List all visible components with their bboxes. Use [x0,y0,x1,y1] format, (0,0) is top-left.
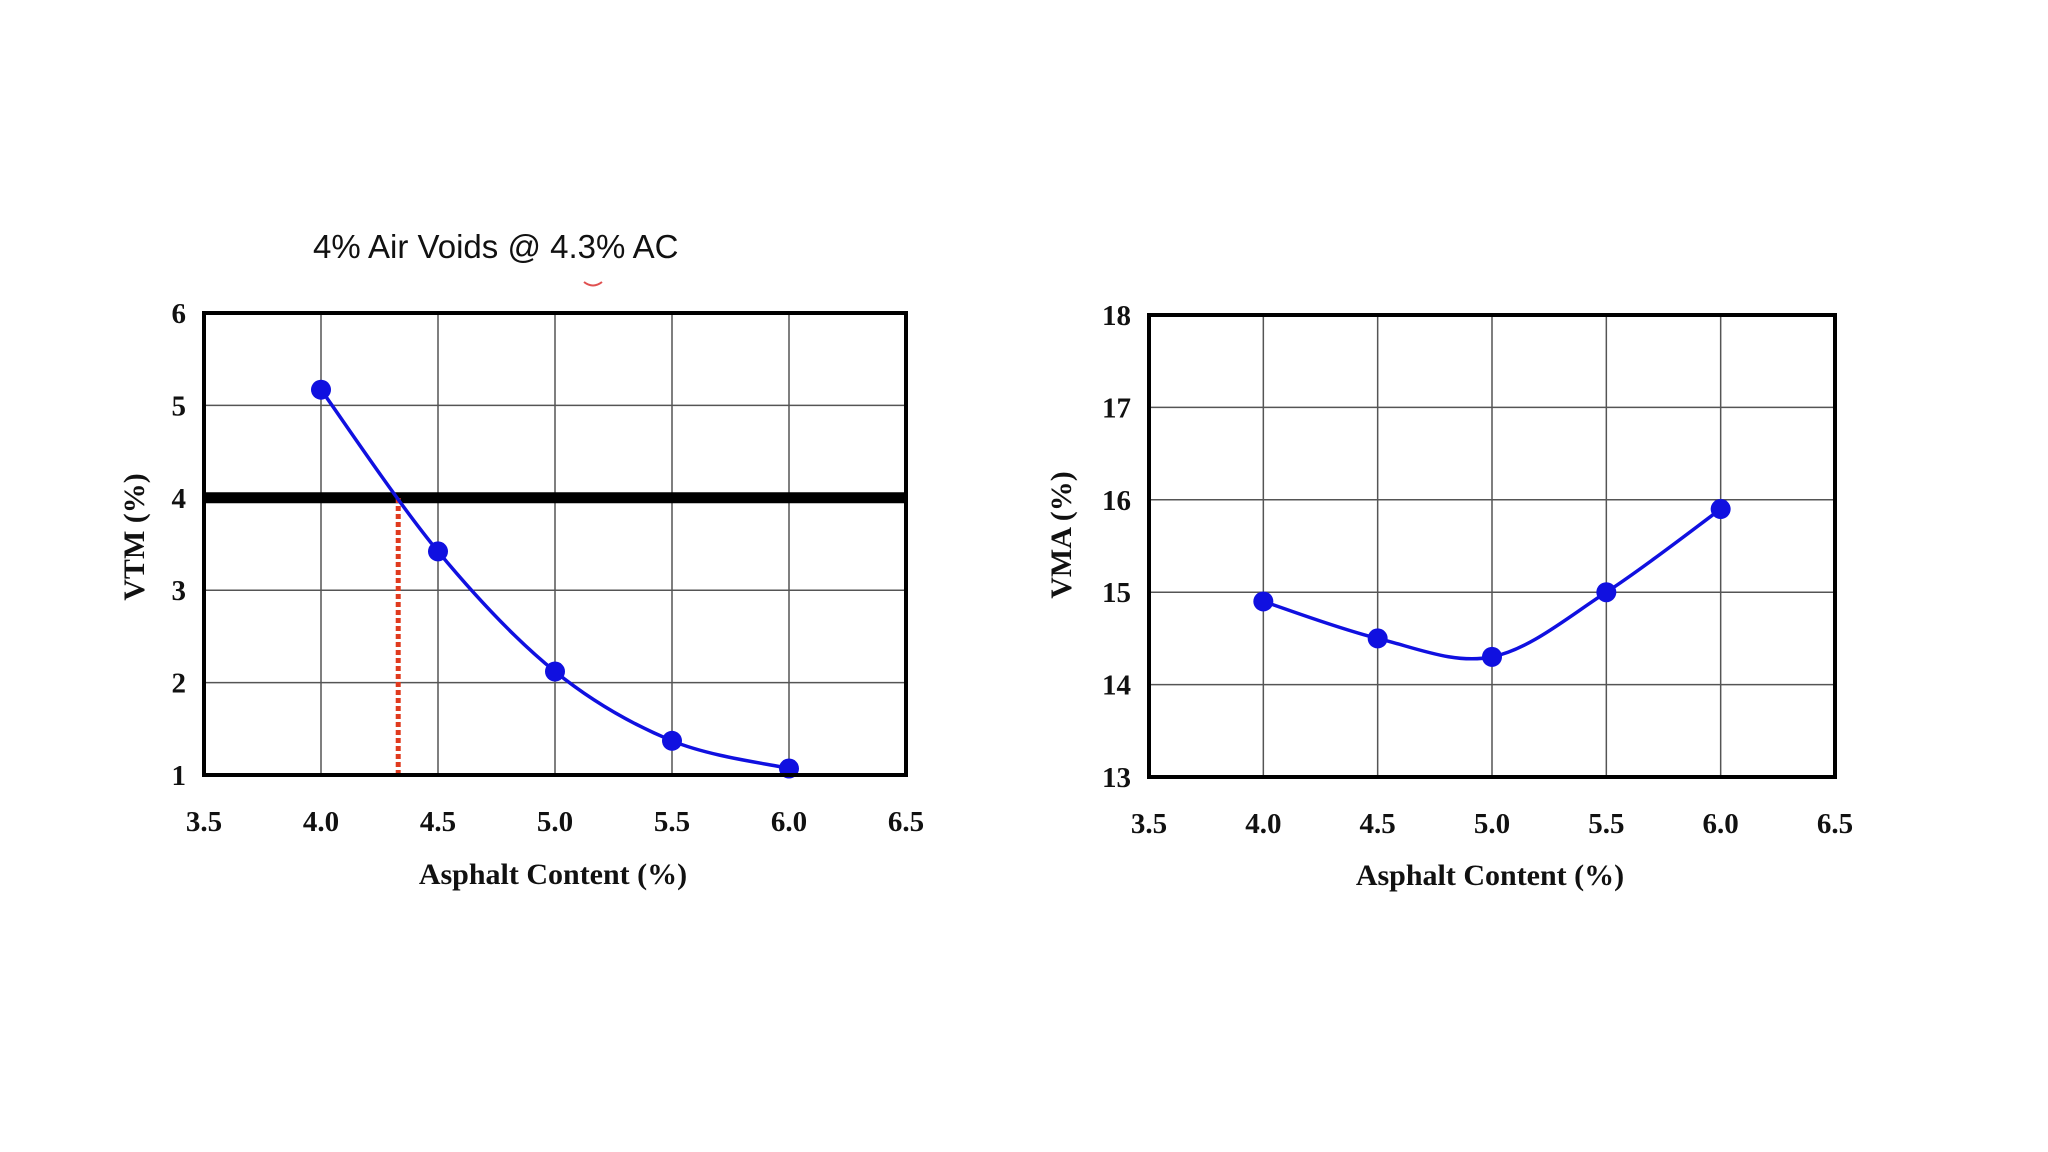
vma-frame [1147,313,1837,779]
vtm-data-point-2 [545,661,565,682]
vtm-chart: 3.5 4.0 4.5 5.0 5.5 6.0 6.5 1 2 3 4 5 6 Asphalt Cont… [118,298,924,891]
vtm-y-tick-label: 1 [172,760,187,792]
vma-y-tick-label: 17 [1102,392,1131,424]
vma-x-tick-label: 4.5 [1360,808,1396,840]
vtm-frame [202,311,908,777]
vma-x-tick-label: 5.0 [1474,808,1510,840]
vtm-plot-frame [202,311,908,777]
vtm-y-axis-label: VTM (%) [118,473,151,600]
vma-data-point-4 [1710,499,1731,520]
vma-x-tick-label: 6.5 [1817,808,1853,840]
vtm-data-point-1 [428,541,448,562]
vma-x-tick-label: 5.5 [1588,808,1624,840]
vtm-y-tick-label: 5 [172,390,187,422]
vtm-x-tick-label: 6.5 [888,806,924,838]
vtm-tick-labels: 3.5 4.0 4.5 5.0 5.5 6.0 6.5 1 2 3 4 5 6 [172,298,925,838]
vma-data-point-3 [1596,582,1617,603]
vma-data-point-1 [1367,628,1388,649]
vma-y-tick-label: 14 [1102,670,1131,702]
annotation-underline-mark [583,281,603,287]
vma-x-axis-label: Asphalt Content (%) [1356,859,1624,892]
vtm-reference-lines [204,492,906,775]
vtm-data-point-3 [662,730,682,751]
vma-chart: 3.5 4.0 4.5 5.0 5.5 6.0 6.5 13 14 15 16 17 18 Asphal… [1045,300,1853,892]
annotation-text: 4% Air Voids @ 4.3% AC [313,228,679,265]
vma-y-axis-label: VMA (%) [1045,471,1078,598]
vma-data-point-2 [1482,646,1502,667]
vtm-y-tick-label: 6 [172,298,187,330]
vma-plot-frame [1147,313,1837,779]
vtm-x-tick-label: 4.5 [420,806,456,838]
vtm-x-tick-label: 5.5 [654,806,690,838]
vma-tick-labels: 3.5 4.0 4.5 5.0 5.5 6.0 6.5 13 14 15 16 17 18 [1102,300,1853,840]
vtm-x-tick-label: 4.0 [303,806,339,838]
vma-x-tick-label: 4.0 [1245,808,1281,840]
vtm-data-point-0 [311,379,331,400]
vma-y-tick-label: 13 [1102,762,1131,794]
vma-y-tick-label: 18 [1102,300,1131,332]
vtm-x-tick-label: 6.0 [771,806,807,838]
vtm-y-tick-label: 3 [172,575,187,607]
vma-y-tick-label: 16 [1102,485,1131,517]
vtm-y-tick-label: 2 [172,668,187,700]
vtm-x-tick-label: 3.5 [186,806,222,838]
vma-x-tick-label: 3.5 [1131,808,1167,840]
vma-y-tick-label: 15 [1102,577,1131,609]
vtm-y-tick-label: 4 [172,483,187,515]
vma-x-tick-label: 6.0 [1703,808,1739,840]
vma-data-point-0 [1253,591,1274,612]
vtm-x-axis-label: Asphalt Content (%) [419,858,687,891]
vtm-series-line-0 [319,388,790,771]
vtm-x-tick-label: 5.0 [537,806,573,838]
vma-series [1253,499,1731,667]
